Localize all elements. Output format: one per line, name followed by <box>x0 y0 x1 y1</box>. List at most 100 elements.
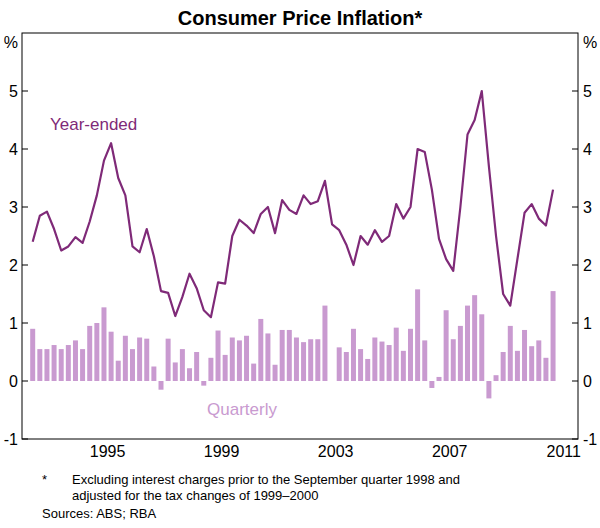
y-tick-label: 4 <box>9 141 18 158</box>
bar <box>486 381 491 398</box>
bar <box>87 326 92 381</box>
y2-tick-label: 3 <box>583 199 592 216</box>
bar <box>451 339 456 381</box>
y-tick <box>22 91 28 92</box>
bar <box>422 340 427 381</box>
y-tick <box>22 265 28 266</box>
y2-tick <box>572 323 578 324</box>
bar <box>258 319 263 381</box>
footnote: adjusted for the tax changes of 1999–200… <box>72 488 318 503</box>
bar <box>401 351 406 381</box>
y2-tick-label: 1 <box>583 315 592 332</box>
y2-tick <box>572 91 578 92</box>
y2-tick <box>572 207 578 208</box>
bar <box>137 338 142 382</box>
bar <box>144 339 149 381</box>
bar <box>94 323 99 381</box>
bar <box>308 339 313 381</box>
y-tick-label: 1 <box>9 315 18 332</box>
bar <box>529 346 534 381</box>
bar <box>415 289 420 381</box>
bar <box>472 295 477 381</box>
bar <box>130 349 135 381</box>
bar <box>159 381 164 390</box>
bar <box>294 338 299 382</box>
bar <box>315 339 320 381</box>
bar <box>501 352 506 381</box>
bar <box>551 291 556 381</box>
y2-tick-label: 0 <box>583 373 592 390</box>
bar <box>536 340 541 381</box>
bar <box>394 328 399 381</box>
bar <box>151 367 156 382</box>
y-tick-label: 5 <box>9 83 18 100</box>
chart: Consumer Price Inflation*-1012345%-10123… <box>0 0 600 528</box>
y-tick <box>22 207 28 208</box>
x-tick-label: 2007 <box>432 443 468 460</box>
bar <box>522 330 527 381</box>
bar <box>330 381 335 382</box>
x-tick-label: 2011 <box>547 443 582 460</box>
bar <box>52 345 57 381</box>
bar <box>251 364 256 381</box>
y-tick-label: 3 <box>9 199 18 216</box>
bar <box>187 368 192 381</box>
bar <box>73 340 78 381</box>
bar <box>273 365 278 381</box>
bar <box>379 342 384 381</box>
bar <box>265 333 270 381</box>
bar <box>216 331 221 381</box>
frame <box>22 33 578 439</box>
line <box>33 91 553 317</box>
bar <box>280 330 285 381</box>
y2-tick-label: 4 <box>583 141 592 158</box>
series-label: Year-ended <box>50 115 137 134</box>
bar <box>358 349 363 381</box>
bar <box>508 326 513 381</box>
y2-tick-label: 2 <box>583 257 592 274</box>
bar <box>437 377 442 381</box>
bar <box>116 361 121 381</box>
series-label: Quarterly <box>207 400 277 419</box>
x-tick-label: 2003 <box>318 443 354 460</box>
bar <box>287 330 292 381</box>
y-tick <box>22 149 28 150</box>
bar <box>408 329 413 381</box>
footnote: Excluding interest charges prior to the … <box>72 472 460 487</box>
bar <box>494 375 499 381</box>
y2-axis-label: % <box>583 34 597 51</box>
bar <box>30 329 35 381</box>
bar <box>387 345 392 381</box>
bar <box>123 336 128 381</box>
bar <box>458 326 463 381</box>
bar <box>351 329 356 381</box>
y-tick-label: 0 <box>9 373 18 390</box>
y-tick <box>22 439 28 440</box>
x-tick-label: 1999 <box>204 443 240 460</box>
bar <box>173 362 178 381</box>
bar <box>444 310 449 381</box>
bar <box>365 359 370 381</box>
y2-tick-label: 5 <box>583 83 592 100</box>
bar <box>515 351 520 381</box>
footnote-marker: * <box>42 472 47 487</box>
bar <box>344 352 349 381</box>
plot-area <box>30 91 555 398</box>
bar <box>237 340 242 381</box>
bar <box>372 338 377 382</box>
bar <box>109 332 114 381</box>
bar <box>166 339 171 381</box>
y-tick-label: -1 <box>4 431 18 448</box>
y2-tick <box>572 381 578 382</box>
y2-tick-label: -1 <box>583 431 597 448</box>
y-tick <box>22 323 28 324</box>
y-axis-label: % <box>4 34 18 51</box>
y2-tick <box>572 439 578 440</box>
bar <box>465 306 470 381</box>
bar <box>37 349 42 381</box>
bar <box>66 345 71 381</box>
bar <box>101 307 106 381</box>
bar <box>244 336 249 381</box>
bar <box>479 314 484 381</box>
y-tick-label: 2 <box>9 257 18 274</box>
